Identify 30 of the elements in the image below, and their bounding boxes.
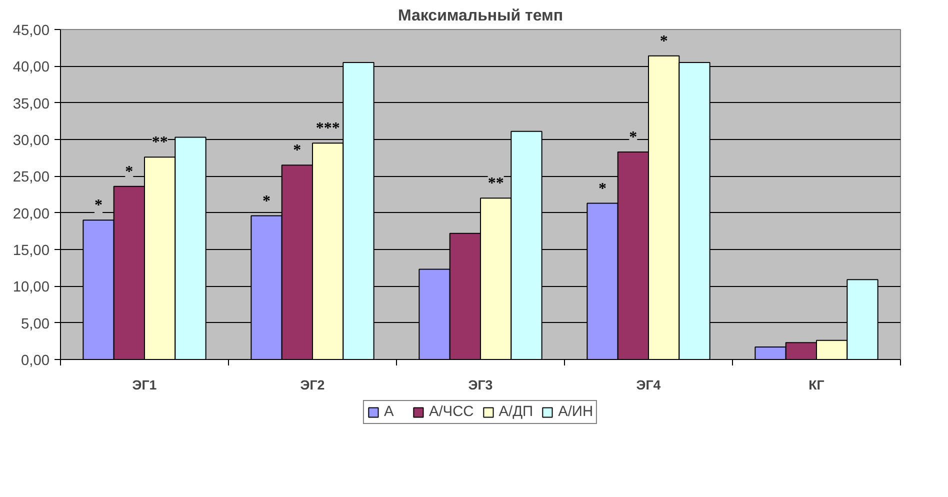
data-label: **	[152, 134, 168, 152]
y-tick-label: 25,00	[12, 170, 50, 186]
y-tick-label: 20,00	[12, 206, 50, 222]
data-label: *	[94, 197, 103, 214]
x-tick-label: ЭГ3	[468, 378, 493, 392]
data-label: *	[293, 142, 302, 160]
data-label: ***	[316, 120, 340, 138]
y-tick-label: 30,00	[12, 133, 50, 149]
data-label: *	[660, 32, 668, 50]
y-tick-label: 35,00	[12, 96, 50, 112]
y-tick-label: 40,00	[12, 60, 50, 76]
x-tick-label: ЭГ1	[132, 378, 158, 392]
y-tick-label: 5,00	[20, 316, 50, 332]
x-tick-label: ЭГ4	[636, 378, 662, 392]
data-label: *	[125, 163, 134, 180]
legend-label: А	[384, 404, 395, 420]
y-tick-label: 45,00	[12, 23, 50, 39]
y-tick-label: 15,00	[12, 243, 50, 259]
y-tick-label: 0,00	[20, 353, 50, 369]
legend-label: А/ЧСС	[428, 404, 474, 420]
x-tick-label: ЭГ2	[300, 378, 325, 392]
chart-title: Максимальный темп	[398, 8, 564, 24]
data-label: **	[488, 175, 504, 192]
legend-label: А/ДП	[498, 404, 534, 420]
legend-label: А/ИН	[558, 404, 594, 420]
y-tick-label: 10,00	[12, 280, 50, 296]
data-label: *	[629, 128, 638, 146]
data-label: *	[598, 180, 607, 198]
data-label: *	[262, 192, 271, 210]
x-tick-label: КГ	[808, 378, 825, 392]
